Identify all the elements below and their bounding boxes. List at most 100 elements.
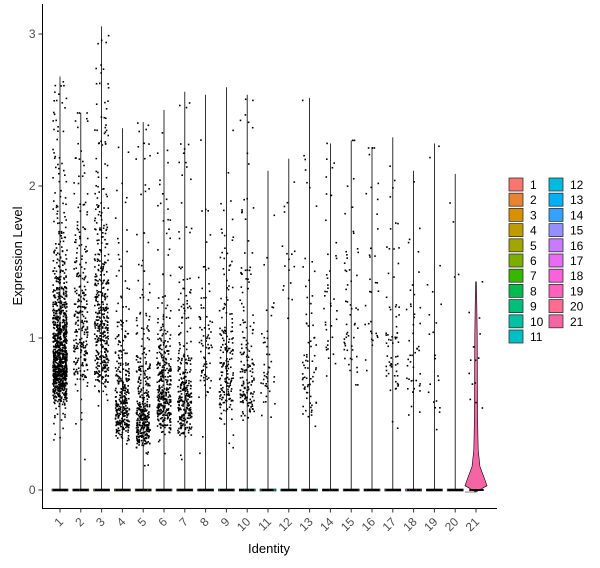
data-point	[104, 293, 107, 295]
data-point	[79, 203, 81, 205]
data-point	[198, 341, 201, 344]
data-point	[183, 489, 186, 491]
data-point	[62, 371, 65, 373]
data-point	[99, 274, 102, 276]
data-point	[74, 371, 77, 373]
legend-label-15: 15	[570, 224, 584, 238]
data-point	[62, 368, 64, 370]
data-point	[128, 424, 130, 426]
data-point	[370, 338, 373, 341]
data-point	[102, 382, 105, 385]
data-point	[407, 489, 409, 491]
data-point	[103, 116, 106, 119]
data-point	[226, 279, 228, 282]
data-point	[231, 260, 233, 263]
data-point	[181, 322, 183, 324]
data-point	[148, 396, 150, 398]
data-point	[61, 250, 64, 253]
data-point	[122, 420, 124, 422]
data-point	[138, 401, 141, 404]
data-point	[229, 313, 231, 315]
data-point	[159, 183, 161, 186]
data-point	[125, 412, 127, 414]
data-point	[246, 269, 249, 271]
data-point	[208, 290, 211, 293]
data-point	[117, 242, 120, 244]
data-point	[53, 128, 55, 131]
data-point	[58, 93, 60, 95]
data-point	[95, 319, 98, 321]
data-point	[219, 391, 221, 393]
data-point	[106, 226, 109, 229]
data-point	[184, 424, 186, 426]
data-point	[55, 366, 58, 369]
data-point	[106, 336, 108, 338]
data-point	[63, 331, 66, 334]
data-point	[143, 414, 146, 416]
data-point	[182, 432, 185, 435]
data-point	[220, 394, 222, 396]
data-point	[125, 410, 127, 412]
data-point	[65, 396, 67, 398]
data-point	[429, 156, 431, 159]
data-point	[86, 334, 89, 336]
data-point	[58, 337, 60, 339]
data-point	[353, 139, 356, 142]
data-point	[345, 300, 347, 303]
data-point	[143, 348, 145, 350]
data-point	[309, 395, 312, 398]
data-point	[53, 289, 55, 291]
data-point	[148, 411, 150, 413]
data-point	[120, 420, 123, 422]
data-point	[95, 370, 98, 373]
data-point	[119, 371, 122, 373]
data-point	[148, 350, 151, 352]
data-point	[188, 427, 191, 430]
data-point	[166, 383, 169, 386]
data-point	[223, 332, 225, 334]
data-point	[262, 401, 265, 403]
data-point	[85, 251, 87, 253]
data-point	[179, 395, 181, 397]
data-point	[53, 385, 55, 387]
data-point	[325, 219, 327, 222]
data-point	[58, 489, 61, 491]
data-point	[240, 286, 243, 288]
data-point	[53, 381, 55, 383]
data-point	[286, 252, 288, 255]
legend-key-17	[548, 253, 564, 268]
data-point	[158, 363, 160, 365]
data-point	[261, 489, 264, 491]
data-point	[96, 292, 99, 294]
data-point	[59, 328, 62, 330]
data-point	[159, 179, 161, 182]
data-point	[434, 354, 436, 357]
data-point	[127, 378, 129, 380]
data-point	[326, 290, 328, 293]
data-point	[106, 195, 108, 198]
data-point	[52, 323, 55, 325]
data-point	[390, 339, 392, 341]
data-point	[99, 335, 102, 337]
data-point	[81, 363, 84, 366]
data-point	[64, 349, 66, 351]
data-point	[84, 328, 87, 331]
data-point	[58, 345, 60, 347]
data-point	[116, 335, 119, 338]
data-point	[73, 182, 75, 184]
data-point	[63, 169, 65, 172]
data-point	[53, 200, 55, 202]
data-point	[125, 423, 127, 425]
data-point	[179, 417, 182, 420]
data-point	[164, 352, 166, 354]
data-point	[231, 239, 234, 241]
data-point	[160, 375, 162, 378]
data-point	[164, 452, 166, 455]
data-point	[205, 363, 208, 365]
data-point	[95, 349, 98, 352]
data-point	[387, 334, 389, 336]
data-point	[248, 281, 250, 283]
data-point	[136, 324, 139, 327]
data-point	[158, 409, 160, 411]
data-point	[187, 355, 189, 357]
